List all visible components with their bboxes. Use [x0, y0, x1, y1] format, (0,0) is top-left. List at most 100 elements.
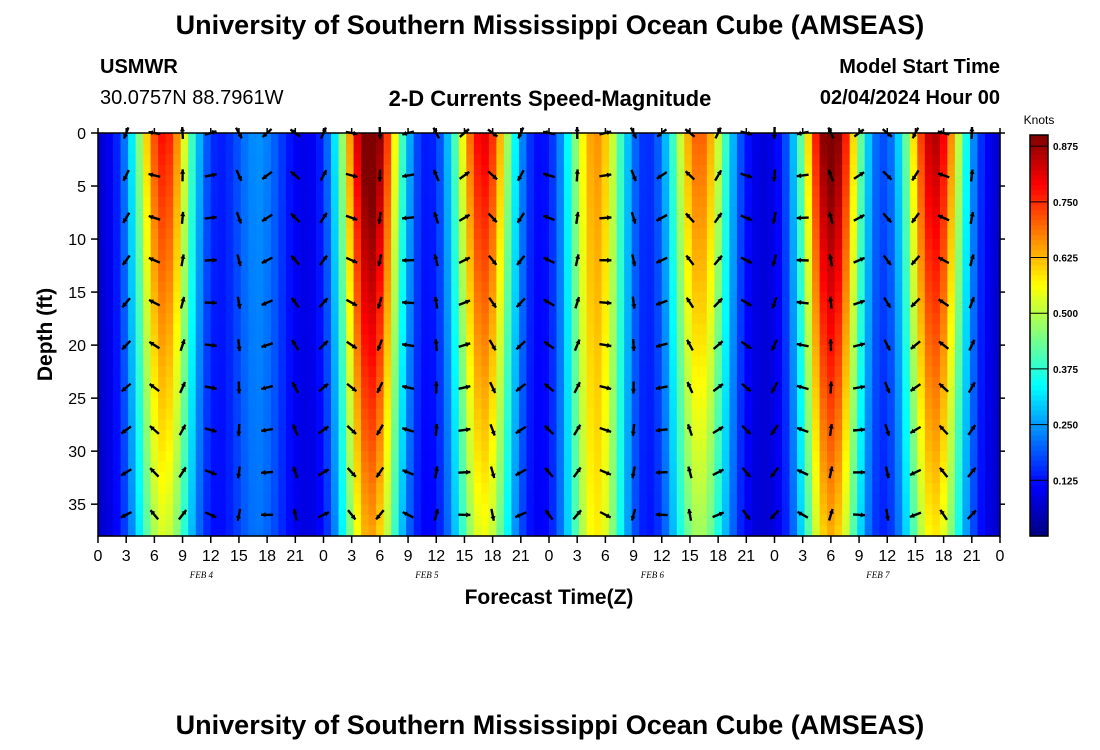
heatmap-cell [751, 313, 761, 325]
heatmap-cell [714, 440, 723, 452]
heatmap-cell [331, 461, 340, 473]
heatmap-cell [601, 143, 610, 155]
heatmap-cell [729, 207, 738, 219]
heatmap-cell [947, 186, 956, 198]
current-arrowhead [181, 424, 186, 430]
heatmap-cell [173, 525, 182, 537]
heatmap-cell [496, 270, 505, 283]
heatmap-cell [263, 366, 272, 378]
heatmap-cell [804, 482, 813, 495]
heatmap-cell [586, 196, 595, 208]
heatmap-cell [834, 239, 843, 251]
heatmap-cell [391, 302, 400, 314]
heatmap-cell [120, 154, 129, 166]
heatmap-cell [188, 345, 197, 357]
heatmap-cell [684, 186, 693, 198]
heatmap-cell [609, 228, 618, 240]
heatmap-cell [804, 186, 813, 198]
heatmap-cell [827, 175, 836, 187]
heatmap-cell [947, 408, 956, 420]
heatmap-cell [458, 239, 467, 251]
heatmap-cell [421, 239, 430, 251]
heatmap-cell [466, 207, 475, 219]
heatmap-cell [909, 493, 918, 505]
heatmap-cell [654, 228, 663, 240]
heatmap-cell [300, 143, 310, 155]
heatmap-cell [977, 408, 986, 420]
heatmap-cell [939, 186, 948, 198]
current-arrowhead [148, 214, 154, 220]
heatmap-cell [586, 239, 595, 251]
heatmap-cell [594, 154, 603, 166]
heatmap-cell [383, 398, 392, 410]
heatmap-cell [383, 429, 392, 442]
heatmap-cell [105, 302, 114, 314]
current-arrowhead [351, 429, 357, 434]
heatmap-cell [819, 133, 828, 145]
heatmap-cell [496, 472, 505, 484]
heatmap-cell [984, 419, 994, 431]
heatmap-cell [812, 249, 821, 261]
heatmap-cell [541, 175, 550, 187]
heatmap-cell [368, 461, 377, 473]
heatmap-cell [842, 514, 851, 526]
heatmap-cell [766, 451, 776, 463]
heatmap-cell [789, 440, 798, 452]
heatmap-cell [541, 228, 550, 240]
heatmap-cell [902, 376, 911, 389]
heatmap-cell [586, 207, 595, 219]
heatmap-cell [315, 207, 325, 219]
heatmap-cell [879, 270, 888, 283]
heatmap-cell [180, 514, 189, 526]
heatmap-cell [421, 260, 430, 272]
heatmap-cell [616, 154, 625, 166]
heatmap-cell [849, 461, 858, 473]
heatmap-cell [774, 281, 783, 293]
heatmap-cell [894, 239, 903, 251]
heatmap-cell [361, 472, 370, 484]
heatmap-cell [601, 260, 610, 272]
heatmap-cell [406, 493, 415, 505]
heatmap-cell [526, 323, 535, 336]
heatmap-cell [338, 323, 347, 336]
heatmap-cell [894, 260, 903, 272]
heatmap-cell [992, 260, 1001, 272]
heatmap-cell [210, 164, 219, 177]
heatmap-cell [759, 270, 768, 283]
heatmap-cell [398, 196, 407, 208]
heatmap-cell [857, 345, 866, 357]
heatmap-cell [729, 302, 738, 314]
heatmap-cell [376, 461, 385, 473]
heatmap-cell [549, 493, 558, 505]
current-arrowhead [686, 424, 692, 430]
heatmap-cell [661, 408, 670, 420]
heatmap-cell [797, 366, 806, 378]
heatmap-cell [376, 493, 385, 505]
heatmap-cell [451, 387, 460, 399]
heatmap-cell [842, 196, 851, 208]
heatmap-cell [210, 408, 219, 420]
heatmap-cell [255, 387, 264, 399]
current-arrowhead [543, 257, 549, 262]
heatmap-cell [428, 482, 437, 495]
heatmap-cell [511, 249, 520, 261]
heatmap-cell [646, 207, 655, 219]
heatmap-cell [391, 408, 400, 420]
heatmap-cell [421, 143, 430, 155]
heatmap-cell [496, 345, 505, 357]
heatmap-cell [954, 440, 964, 452]
heatmap-cell [300, 514, 310, 526]
heatmap-cell [564, 164, 573, 177]
heatmap-cell [255, 345, 264, 357]
heatmap-cell [902, 154, 911, 166]
current-arrowhead [211, 427, 217, 433]
heatmap-cell [864, 429, 873, 442]
heatmap-cell [684, 281, 693, 293]
heatmap-cell [421, 186, 430, 198]
heatmap-cell [323, 461, 332, 473]
heatmap-cell [766, 281, 776, 293]
heatmap-cell [661, 387, 670, 399]
heatmap-cell [969, 514, 979, 526]
heatmap-cell [225, 164, 234, 177]
heatmap-cell [315, 376, 325, 389]
